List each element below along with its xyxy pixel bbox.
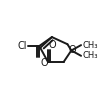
Text: O: O	[49, 40, 57, 50]
Text: CH₃: CH₃	[82, 41, 98, 50]
Text: CH₃: CH₃	[82, 51, 98, 60]
Text: O: O	[69, 45, 76, 55]
Text: Cl: Cl	[17, 41, 27, 51]
Text: O: O	[40, 58, 48, 68]
